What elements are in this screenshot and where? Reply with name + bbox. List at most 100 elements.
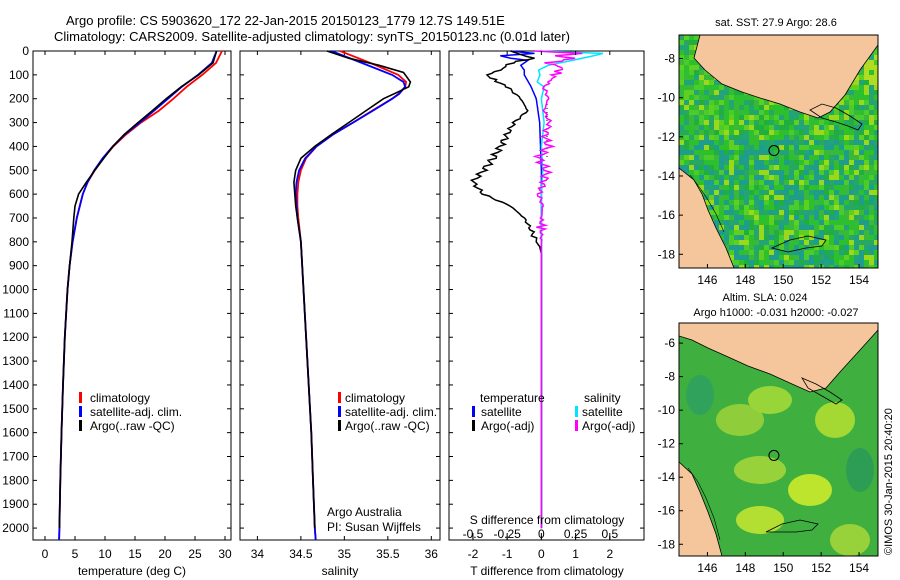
sst-cell <box>834 175 839 180</box>
sst-cell <box>849 215 854 220</box>
sst-cell <box>754 230 759 235</box>
sst-cell <box>699 100 704 105</box>
sst-cell <box>749 110 754 115</box>
sst-cell <box>774 220 779 225</box>
sst-cell <box>769 160 774 165</box>
sst-cell <box>794 120 799 125</box>
sst-cell <box>794 150 799 155</box>
sst-cell <box>699 135 704 140</box>
sst-cell <box>679 105 684 110</box>
sst-cell <box>749 190 754 195</box>
sst-cell <box>749 205 754 210</box>
sst-cell <box>709 105 714 110</box>
sst-cell <box>834 260 839 265</box>
sst-cell <box>764 255 769 260</box>
sla-blob <box>716 404 764 436</box>
sst-cell <box>699 70 704 75</box>
sst-cell <box>819 250 824 255</box>
sst-cell <box>874 165 878 170</box>
sst-cell <box>684 40 689 45</box>
sst-cell <box>714 95 719 100</box>
sst-cell <box>709 90 714 95</box>
sst-cell <box>749 235 754 240</box>
sst-cell <box>684 165 689 170</box>
sst-cell <box>684 45 689 50</box>
sst-cell <box>754 205 759 210</box>
sst-cell <box>859 115 864 120</box>
sst-cell <box>679 155 684 160</box>
sst-cell <box>859 90 864 95</box>
sst-cell <box>804 130 809 135</box>
sst-cell <box>844 95 849 100</box>
sst-cell <box>714 170 719 175</box>
sst-cell <box>764 170 769 175</box>
sst-cell <box>729 225 734 230</box>
temperature-x-label: temperature (deg C) <box>78 564 186 578</box>
sst-cell <box>704 80 709 85</box>
sst-cell <box>859 180 864 185</box>
sst-cell <box>754 140 759 145</box>
sst-cell <box>749 255 754 260</box>
sst-cell <box>759 180 764 185</box>
sst-cell <box>744 120 749 125</box>
sst-cell <box>849 220 854 225</box>
sst-cell <box>739 265 744 268</box>
map-y-tick-label: -8 <box>664 370 675 384</box>
sst-cell <box>874 220 878 225</box>
sst-cell <box>734 195 739 200</box>
sst-cell <box>724 245 729 250</box>
sst-cell <box>749 120 754 125</box>
island-outline <box>801 377 843 405</box>
sst-cell <box>789 135 794 140</box>
sst-cell <box>749 175 754 180</box>
sst-cell <box>839 155 844 160</box>
sst-cell <box>704 175 709 180</box>
sst-cell <box>804 205 809 210</box>
sst-cell <box>809 175 814 180</box>
sst-cell <box>754 105 759 110</box>
sst-cell <box>749 170 754 175</box>
sst-cell <box>784 245 789 250</box>
map-x-tick-label: 152 <box>811 273 831 287</box>
sst-cell <box>789 150 794 155</box>
sst-cell <box>774 170 779 175</box>
sst-cell <box>719 180 724 185</box>
sst-cell <box>844 135 849 140</box>
sst-cell <box>829 125 834 130</box>
sst-cell <box>784 150 789 155</box>
sst-cell <box>689 45 694 50</box>
sst-cell <box>839 230 844 235</box>
sst-cell <box>829 160 834 165</box>
sst-cell <box>739 235 744 240</box>
sst-cell <box>849 160 854 165</box>
sst-cell <box>719 205 724 210</box>
sst-cell <box>694 85 699 90</box>
sst-cell <box>869 90 874 95</box>
sst-cell <box>854 265 859 268</box>
sst-cell <box>709 135 714 140</box>
sst-cell <box>759 245 764 250</box>
sst-cell <box>849 250 854 255</box>
sst-cell <box>764 115 769 120</box>
sst-cell <box>769 220 774 225</box>
sst-cell <box>814 195 819 200</box>
sst-cell <box>714 125 719 130</box>
sst-cell <box>734 115 739 120</box>
x-tick-label: -2 <box>468 547 479 561</box>
sst-cell <box>864 180 869 185</box>
difference-panel: -0.5 -0.25 0 0.25 0.5 -2 -1 0 1 2 S difference f… <box>448 50 645 578</box>
sst-cell <box>869 235 874 240</box>
legend-swatch-climatology <box>338 392 341 403</box>
sst-cell <box>809 125 814 130</box>
sst-cell <box>874 180 878 185</box>
sst-cell <box>694 95 699 100</box>
sst-cell <box>694 60 699 65</box>
sst-cell <box>689 170 694 175</box>
sst-cell <box>809 220 814 225</box>
map-y-tick-label: -18 <box>658 537 676 551</box>
sla-map-title-2: Argo h1000: -0.031 h2000: -0.027 <box>693 307 858 319</box>
sst-cell <box>789 140 794 145</box>
sst-cell <box>789 195 794 200</box>
sst-cell <box>859 160 864 165</box>
